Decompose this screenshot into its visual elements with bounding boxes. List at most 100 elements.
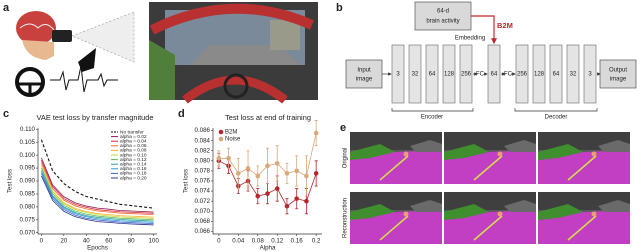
marker bbox=[274, 161, 280, 166]
legend-label: alpha = 0.04 bbox=[120, 138, 147, 144]
encoder-bracket bbox=[391, 108, 474, 112]
panel-label: e bbox=[340, 122, 346, 134]
x-tick-label: 0.04 bbox=[232, 238, 245, 245]
decoder-label: Decoder bbox=[545, 115, 568, 121]
layer-bar bbox=[515, 44, 529, 104]
wheel-spokes bbox=[18, 82, 42, 94]
marker bbox=[284, 171, 290, 176]
marker bbox=[304, 198, 309, 204]
layer-bar bbox=[583, 44, 597, 104]
b2m-label: B2M bbox=[497, 21, 513, 30]
brain-box-label: 64-d bbox=[437, 9, 449, 15]
layer-label: 128 bbox=[444, 72, 455, 78]
x-tick-label: 0 bbox=[217, 238, 221, 245]
legend-label: Noise bbox=[225, 137, 241, 143]
y-tick-label: 0.080 bbox=[195, 157, 211, 164]
brain-box bbox=[414, 1, 472, 31]
image bbox=[349, 191, 443, 245]
y-tick-label: 0.070 bbox=[20, 229, 36, 236]
layer-bar bbox=[532, 44, 546, 104]
marker bbox=[274, 186, 280, 191]
layer-bar bbox=[442, 44, 456, 104]
y-tick-label: 0.084 bbox=[195, 137, 211, 144]
embedding-label: Embedding bbox=[455, 36, 485, 42]
y-tick-label: 0.100 bbox=[20, 152, 36, 159]
panel-label: b bbox=[336, 2, 343, 14]
layer-bar bbox=[549, 44, 563, 104]
series-line bbox=[40, 139, 154, 209]
x-tick-label: 80 bbox=[128, 238, 135, 245]
series-line bbox=[41, 175, 154, 226]
x-tick-label: 0 bbox=[40, 238, 44, 245]
legend-label: alpha = 0.02 bbox=[120, 134, 147, 140]
legend-swatch bbox=[218, 129, 224, 135]
layer-label: 32 bbox=[412, 72, 419, 78]
marker bbox=[313, 130, 319, 136]
layer-label: 64 bbox=[553, 72, 560, 78]
marker bbox=[294, 168, 299, 174]
legend-label: alpha = 0.20 bbox=[120, 175, 147, 181]
series-line bbox=[41, 167, 154, 221]
layer-bar bbox=[566, 44, 580, 104]
marker bbox=[226, 155, 231, 161]
y-tick-label: 0.072 bbox=[195, 198, 211, 205]
marker bbox=[265, 191, 270, 196]
series-line bbox=[41, 170, 154, 222]
layers: 3 32 64 128 256 FC 64 FC 256 128 64 32 3 bbox=[382, 44, 601, 104]
output-label: Output bbox=[609, 68, 627, 74]
axes bbox=[212, 128, 322, 235]
y-tick-label: 0.085 bbox=[20, 191, 36, 198]
layer-label: 32 bbox=[570, 72, 577, 78]
row-label: Original bbox=[343, 148, 349, 169]
layer-label: FC bbox=[476, 72, 485, 78]
panel-label: d bbox=[178, 108, 185, 120]
marker bbox=[313, 171, 319, 176]
view-cone bbox=[71, 11, 135, 63]
layer-bar bbox=[391, 44, 405, 104]
y-tick-label: 0.066 bbox=[195, 228, 211, 235]
y-axis-label: Test loss bbox=[183, 169, 190, 193]
headset bbox=[52, 30, 72, 42]
x-tick-label: 0.2 bbox=[312, 238, 321, 245]
y-axis-label: Test loss bbox=[7, 169, 14, 193]
marker bbox=[294, 196, 299, 201]
marker bbox=[265, 163, 270, 169]
x-tick-label: 0.08 bbox=[252, 238, 265, 245]
legend-label: alpha = 0.16 bbox=[120, 166, 147, 172]
input-label: Input bbox=[357, 68, 371, 74]
layer-bar bbox=[408, 44, 422, 104]
pedal bbox=[78, 48, 96, 72]
axes bbox=[37, 128, 157, 235]
image bbox=[443, 191, 537, 245]
chart-title: VAE test loss by transfer magnitude bbox=[37, 113, 154, 122]
marker bbox=[216, 155, 222, 161]
x-axis-label: Alpha bbox=[260, 245, 276, 252]
marker bbox=[284, 203, 290, 209]
y-tick-label: 0.078 bbox=[195, 168, 211, 175]
y-tick-label: 0.080 bbox=[20, 203, 36, 210]
car-wheel bbox=[223, 73, 249, 99]
legend-label: alpha = 0.14 bbox=[120, 161, 147, 167]
marker bbox=[255, 173, 261, 179]
legend-label: alpha = 0.10 bbox=[120, 152, 147, 158]
series-line bbox=[41, 165, 154, 219]
row-label: Reconstruction bbox=[343, 198, 349, 238]
y-tick-label: 0.110 bbox=[20, 126, 36, 133]
waveform bbox=[50, 65, 118, 93]
brain-box-label: brain activity bbox=[426, 19, 459, 25]
y-tick-label: 0.086 bbox=[195, 127, 211, 134]
layer-label: 3 bbox=[396, 72, 400, 78]
encoder-label: Encoder bbox=[421, 115, 443, 121]
layer-label: 64 bbox=[491, 72, 498, 78]
legend-label: alpha = 0.06 bbox=[120, 143, 147, 149]
x-tick-label: 100 bbox=[148, 238, 159, 245]
car-door bbox=[149, 40, 175, 100]
y-tick-label: 0.095 bbox=[20, 165, 36, 172]
input-box bbox=[345, 59, 383, 89]
y-tick-label: 0.105 bbox=[20, 139, 36, 146]
chart-title: Test loss at end of training bbox=[225, 113, 311, 122]
steering-wheel bbox=[15, 67, 45, 97]
reconstruction-images: Original Reconstruction bbox=[343, 131, 631, 245]
x-tick-label: 0.16 bbox=[291, 238, 304, 245]
layer-label: 128 bbox=[534, 72, 545, 78]
